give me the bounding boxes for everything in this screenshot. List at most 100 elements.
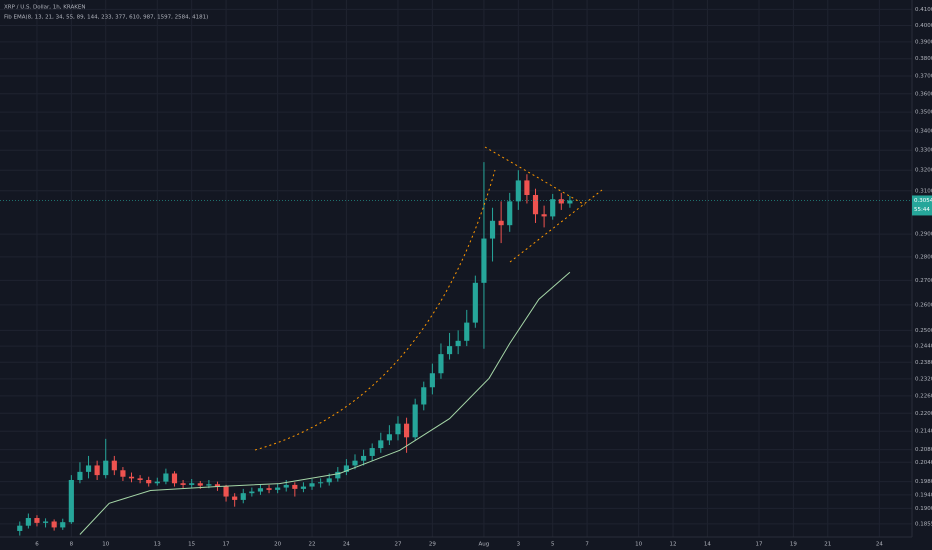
y-tick-label: 0.33000 xyxy=(915,148,932,154)
candle-body xyxy=(206,484,212,486)
y-tick-label: 0.40000 xyxy=(915,23,932,29)
y-tick-label: 0.34000 xyxy=(915,128,932,134)
last-price-badge xyxy=(912,195,932,216)
candle-body xyxy=(163,473,169,482)
candle-body xyxy=(292,484,298,489)
x-tick-label: 29 xyxy=(429,542,436,548)
y-tick-label: 0.38000 xyxy=(915,56,932,62)
candle-body xyxy=(111,460,117,471)
y-tick-label: 0.19400 xyxy=(915,492,932,498)
x-tick-label: 8 xyxy=(70,542,74,548)
candle-body xyxy=(34,518,40,523)
candle-body xyxy=(25,518,31,526)
candle-body xyxy=(532,194,539,215)
y-tick-label: 0.27000 xyxy=(915,278,932,284)
y-tick-label: 0.23200 xyxy=(915,376,932,382)
candle-body xyxy=(223,486,229,497)
candle-body xyxy=(300,486,307,489)
x-tick-label: 17 xyxy=(755,542,762,548)
candle-body xyxy=(60,522,66,528)
candle-body xyxy=(481,238,487,283)
x-tick-label: 19 xyxy=(790,542,797,548)
y-tick-label: 0.19800 xyxy=(915,479,932,485)
y-tick-label: 0.21400 xyxy=(915,429,932,435)
candle-body xyxy=(146,479,152,484)
candle-body xyxy=(386,434,392,441)
y-tick-label: 0.22000 xyxy=(915,411,932,417)
candle-body xyxy=(318,482,324,484)
candle-body xyxy=(266,488,272,490)
y-tick-label: 0.20400 xyxy=(915,460,932,466)
y-tick-label: 0.41000 xyxy=(915,7,932,13)
candle-body xyxy=(180,483,186,485)
candle-body xyxy=(395,423,401,435)
plot xyxy=(0,162,912,536)
candle-body xyxy=(498,220,504,226)
ema-line xyxy=(79,271,571,535)
candle-body xyxy=(51,521,57,528)
candle-body xyxy=(326,478,332,483)
candle-body xyxy=(214,484,221,487)
y-tick-label: 0.18550 xyxy=(915,521,932,527)
x-tick-label: 17 xyxy=(223,542,230,548)
candle-body xyxy=(558,199,564,204)
candle-body xyxy=(103,460,109,476)
candle-body xyxy=(275,487,281,490)
candle-body xyxy=(352,460,358,466)
y-tick-label: 0.23800 xyxy=(915,360,932,366)
y-tick-label: 0.35000 xyxy=(915,110,932,116)
candle-body xyxy=(189,483,195,485)
last-price-label: 0.30542 xyxy=(914,198,932,204)
x-tick-label: 7 xyxy=(585,542,589,548)
x-tick-label: 27 xyxy=(394,542,401,548)
x-tick-label: 24 xyxy=(343,542,350,548)
candle-body xyxy=(446,346,453,355)
candle-body xyxy=(17,525,23,531)
drawings xyxy=(254,146,603,451)
candle-body xyxy=(309,483,315,487)
x-tick-label: 10 xyxy=(635,542,642,548)
candle-body xyxy=(283,484,289,488)
indicator-legend: Fib EMA(8, 13, 21, 34, 55, 89, 144, 233,… xyxy=(4,15,208,21)
y-tick-label: 0.19000 xyxy=(915,506,932,512)
candle-body xyxy=(128,476,135,479)
x-tick-label: 20 xyxy=(274,542,281,548)
candle-body xyxy=(489,220,496,239)
candle-body xyxy=(472,282,478,323)
y-tick-label: 0.39000 xyxy=(915,39,932,45)
candle-body xyxy=(421,387,427,405)
x-tick-label: 21 xyxy=(824,542,831,548)
y-tick-label: 0.31000 xyxy=(915,188,932,194)
candle-body xyxy=(120,470,126,477)
x-tick-label: 6 xyxy=(35,542,39,548)
candle-body xyxy=(464,322,470,341)
candle-body xyxy=(378,440,384,449)
candle-body xyxy=(524,180,530,195)
candle-body xyxy=(42,521,49,523)
candle-body xyxy=(403,423,410,438)
candle-body xyxy=(85,465,92,472)
candle-body xyxy=(137,478,143,480)
x-tick-label: Aug xyxy=(479,542,490,548)
axes: 0.41000 0.40000 0.39000 0.38000 0.37000 0.360… xyxy=(35,7,932,548)
candle-body xyxy=(197,483,203,486)
x-tick-label: 24 xyxy=(876,542,883,548)
candle-body xyxy=(249,491,255,494)
candle-body xyxy=(240,493,246,500)
candle-body xyxy=(77,471,83,480)
x-tick-label: 13 xyxy=(154,542,161,548)
candle-body xyxy=(257,488,264,492)
candle-body xyxy=(361,455,367,461)
x-tick-label: 15 xyxy=(188,542,195,548)
y-tick-label: 0.32000 xyxy=(915,168,932,174)
candle-body xyxy=(94,465,100,476)
candle-body xyxy=(232,496,238,500)
y-tick-label: 0.28000 xyxy=(915,254,932,260)
x-tick-label: 22 xyxy=(309,542,316,548)
x-tick-label: 14 xyxy=(704,542,711,548)
candle-body xyxy=(515,180,521,202)
candle-body xyxy=(550,199,556,217)
x-tick-label: 3 xyxy=(517,542,521,548)
